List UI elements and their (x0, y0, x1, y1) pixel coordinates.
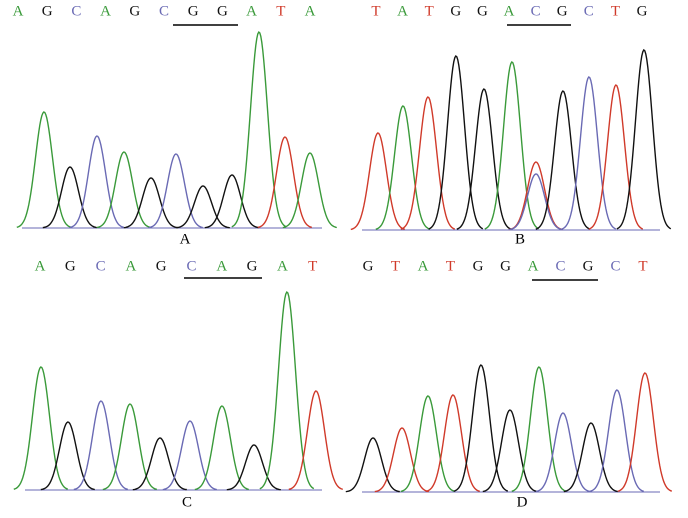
base-call: T (425, 3, 434, 19)
trace-peak (484, 60, 540, 230)
trace-peak (535, 90, 591, 230)
base-call: G (363, 258, 374, 274)
chromatogram-panel: A G C A G C G G A T A A (13, 3, 337, 247)
trace-peak (175, 185, 230, 229)
trace-peak (508, 173, 563, 231)
trace-peak (400, 395, 456, 493)
base-call: A (528, 258, 539, 274)
trace-peak (425, 394, 481, 493)
trace-peak (350, 132, 406, 231)
trace-peak (511, 366, 567, 492)
trace-peak (508, 161, 563, 231)
base-call: G (450, 3, 461, 19)
trace-peak (226, 444, 281, 491)
trace-peak (288, 390, 344, 491)
base-call: G (42, 3, 53, 19)
trace-peak (13, 366, 69, 490)
trace-peak (257, 136, 313, 229)
panel-label: D (517, 494, 528, 510)
trace-peak (561, 76, 617, 230)
trace-peak (259, 291, 315, 490)
trace-peak (204, 174, 259, 229)
base-call: C (159, 3, 169, 19)
trace-peak (16, 111, 72, 228)
base-call: G (637, 3, 648, 19)
trace-peak (162, 420, 217, 491)
base-call: G (557, 3, 568, 19)
base-call: C (555, 258, 565, 274)
trace-peak (588, 84, 644, 230)
base-call: G (65, 258, 76, 274)
base-call: G (583, 258, 594, 274)
base-call: A (35, 258, 46, 274)
base-call: G (188, 3, 199, 19)
trace-peak (42, 166, 97, 229)
trace-peak (96, 151, 152, 229)
trace-peak (40, 421, 95, 491)
trace-peak (194, 405, 249, 491)
trace-peak (374, 427, 429, 493)
trace-peak (375, 105, 431, 230)
base-call: A (277, 258, 288, 274)
base-call: T (276, 3, 285, 19)
trace-peak (482, 409, 537, 493)
base-call: A (125, 258, 136, 274)
base-call: G (247, 258, 258, 274)
trace-peak (69, 135, 125, 229)
trace-peak (345, 437, 400, 493)
base-call: C (186, 258, 196, 274)
base-call: T (371, 3, 380, 19)
base-call: C (531, 3, 541, 19)
chromatogram-panel: A G C A G C A G A T C (13, 258, 344, 510)
base-call: A (216, 258, 227, 274)
trace-peak (102, 403, 158, 491)
trace-peak (453, 364, 509, 492)
base-call: A (100, 3, 111, 19)
base-call: G (500, 258, 511, 274)
trace-peak (617, 372, 673, 492)
trace-peak (73, 400, 129, 491)
panel-label: A (180, 231, 191, 247)
base-call: G (473, 258, 484, 274)
base-call: A (397, 3, 408, 19)
trace-peak (456, 88, 512, 230)
trace-peak (282, 152, 337, 229)
base-call: G (217, 3, 228, 19)
base-call: C (610, 258, 620, 274)
base-call: C (96, 258, 106, 274)
base-call: A (504, 3, 515, 19)
trace-peak (132, 437, 187, 491)
base-call: A (418, 258, 429, 274)
chromatogram-panel: T A T G G A C G C T GB (350, 3, 672, 247)
base-call: G (156, 258, 167, 274)
trace-peak (148, 153, 203, 229)
trace-peak (231, 31, 287, 228)
base-call: A (246, 3, 257, 19)
trace-peak (428, 54, 484, 230)
trace-peak (563, 422, 618, 493)
base-call: G (129, 3, 140, 19)
panel-label: B (515, 231, 525, 247)
base-call: T (391, 258, 400, 274)
base-call: T (446, 258, 455, 274)
trace-peak (123, 177, 178, 229)
base-call: A (305, 3, 316, 19)
base-call: G (477, 3, 488, 19)
panel-label: C (182, 494, 192, 510)
trace-peak (400, 96, 456, 230)
base-call: C (584, 3, 594, 19)
base-call: A (13, 3, 24, 19)
trace-peak (616, 48, 672, 230)
base-call: T (611, 3, 620, 19)
base-call: T (638, 258, 647, 274)
chromatogram-panel: G T A T G G A C G C TD (345, 258, 673, 510)
base-call: C (71, 3, 81, 19)
trace-peak (589, 389, 645, 493)
trace-peak (535, 412, 591, 493)
base-call: T (308, 258, 317, 274)
